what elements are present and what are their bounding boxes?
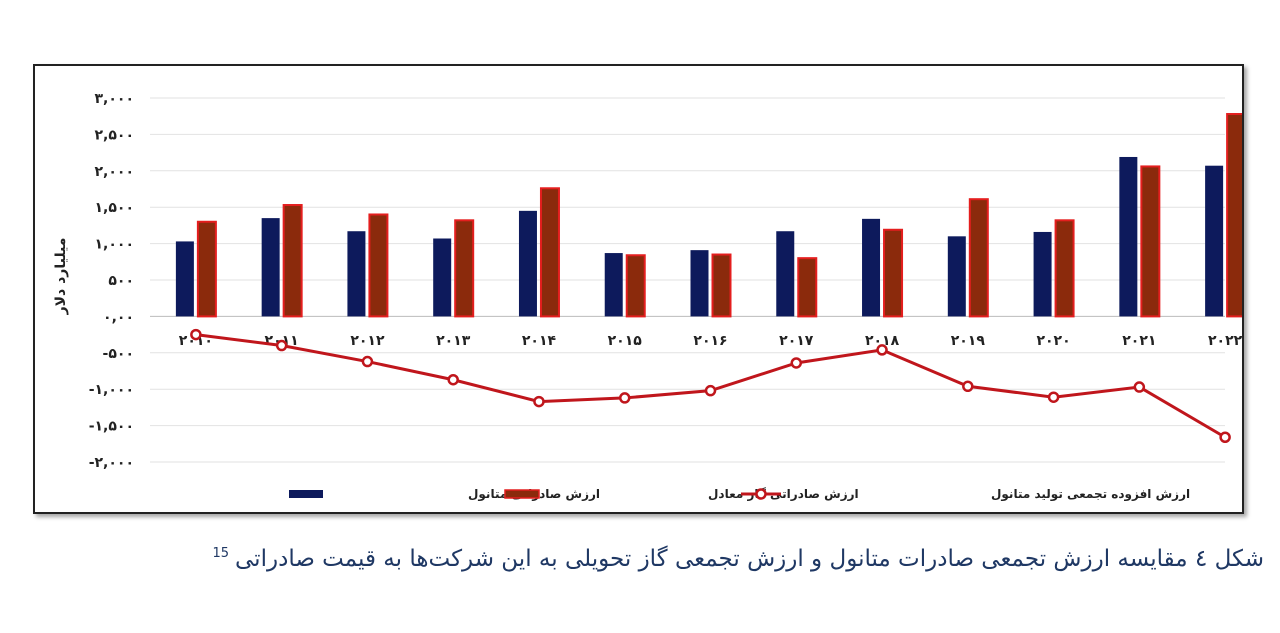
line-point bbox=[533, 395, 545, 408]
legend-marker-value-added bbox=[755, 488, 767, 500]
x-tick-label: ۲۰۱۹ bbox=[951, 333, 986, 349]
bars bbox=[175, 113, 1242, 318]
y-axis-ticks: ۳,۰۰۰ ۲,۵۰۰ ۲,۰۰۰ ۱,۵۰۰ ۱,۰۰۰ ۵۰۰ ۰,۰۰ -۵۰۰ -۱,۰… bbox=[89, 91, 134, 471]
legend-item-value-added: ارزش افزوده تجمعی تولید متانول bbox=[741, 487, 1190, 502]
x-tick-label: ۲۰۱۵ bbox=[608, 333, 643, 349]
x-tick-label: ۲۰۲۰ bbox=[1036, 333, 1070, 349]
line-point bbox=[275, 339, 288, 352]
bar-gas-equivalent bbox=[883, 228, 904, 318]
caption-footnote: 15 bbox=[212, 546, 230, 562]
bar-methanol-export bbox=[604, 253, 623, 317]
bar-gas-equivalent bbox=[454, 219, 475, 318]
bar-gas-equivalent bbox=[968, 198, 989, 318]
bar-methanol-export bbox=[776, 231, 795, 317]
bar-gas-equivalent bbox=[797, 257, 818, 318]
grid-lines bbox=[150, 97, 1225, 463]
bar-gas-equivalent bbox=[1226, 113, 1242, 318]
bar-methanol-export bbox=[690, 250, 709, 317]
bar-gas-equivalent bbox=[1054, 219, 1075, 318]
y-tick-label: ۳,۰۰۰ bbox=[95, 91, 135, 107]
y-tick-label: ۲,۵۰۰ bbox=[95, 127, 135, 143]
bar-methanol-export bbox=[862, 218, 881, 317]
line-point bbox=[1047, 391, 1060, 403]
line-point bbox=[190, 328, 202, 341]
legend-swatch-methanol-export bbox=[289, 490, 323, 498]
bar-methanol-export bbox=[175, 241, 194, 317]
bar-gas-equivalent bbox=[1140, 165, 1161, 318]
x-tick-label: ۲۰۱۳ bbox=[436, 333, 471, 349]
legend-label-gas-equivalent: ارزش صادراتی گاز معادل bbox=[708, 487, 859, 501]
legend-swatch-gas-equivalent bbox=[504, 489, 540, 499]
legend-label-value-added: ارزش افزوده تجمعی تولید متانول bbox=[991, 487, 1190, 502]
x-tick-label: ۲۰۲۱ bbox=[1122, 333, 1156, 349]
line-series bbox=[190, 328, 1231, 443]
bar-methanol-export bbox=[1033, 231, 1052, 317]
bar-gas-equivalent bbox=[711, 253, 732, 318]
y-tick-label: -۱,۰۰۰ bbox=[89, 382, 134, 398]
line-point bbox=[618, 392, 631, 404]
bar-gas-equivalent bbox=[368, 213, 389, 318]
chart-svg: ۳,۰۰۰ ۲,۵۰۰ ۲,۰۰۰ ۱,۵۰۰ ۱,۰۰۰ ۵۰۰ ۰,۰۰ -۵۰۰ -۱,۰… bbox=[53, 91, 1242, 502]
bar-gas-equivalent bbox=[282, 204, 303, 318]
caption-text: شکل ٤ مقایسه ارزش تجمعی صادرات متانول و … bbox=[235, 546, 1264, 572]
x-tick-label: ۲۰۲۲ bbox=[1208, 333, 1242, 349]
bar-methanol-export bbox=[518, 210, 537, 317]
y-tick-label: ۲,۰۰۰ bbox=[95, 164, 135, 180]
bar-methanol-export bbox=[947, 236, 966, 317]
line-point bbox=[790, 357, 803, 369]
x-tick-label: ۲۰۱۸ bbox=[865, 333, 900, 349]
y-tick-label: -۵۰۰ bbox=[103, 346, 134, 362]
x-tick-label: ۲۰۱۷ bbox=[779, 333, 814, 349]
y-tick-label: ۱,۵۰۰ bbox=[95, 200, 135, 216]
y-tick-label: ۰,۰۰ bbox=[103, 309, 134, 325]
line-point bbox=[704, 384, 717, 397]
bar-methanol-export bbox=[1119, 156, 1138, 317]
y-tick-label: -۲,۰۰۰ bbox=[89, 455, 134, 471]
line-point bbox=[962, 380, 974, 393]
bar-gas-equivalent bbox=[196, 220, 217, 318]
x-tick-label: ۲۰۱۲ bbox=[350, 333, 385, 349]
line-point bbox=[1219, 431, 1231, 443]
bar-methanol-export bbox=[261, 218, 280, 317]
legend-item-methanol-export: ارزش صادراتی متانول bbox=[289, 487, 600, 502]
x-tick-label: ۲۰۱۴ bbox=[522, 333, 557, 349]
x-tick-label: ۲۰۱۶ bbox=[693, 333, 727, 349]
y-tick-label: ۵۰۰ bbox=[108, 273, 134, 289]
bar-methanol-export bbox=[433, 238, 452, 317]
x-axis-ticks: ۲۰۱۰۲۰۱۱۲۰۱۲۲۰۱۳۲۰۱۴۲۰۱۵۲۰۱۶۲۰۱۷۲۰۱۸۲۰۱۹… bbox=[179, 333, 1242, 349]
line-point bbox=[361, 355, 374, 368]
bar-methanol-export bbox=[347, 231, 366, 317]
line-point bbox=[1133, 381, 1146, 393]
y-tick-label: ۱,۰۰۰ bbox=[95, 237, 135, 253]
bar-methanol-export bbox=[1205, 165, 1224, 317]
legend-item-gas-equivalent: ارزش صادراتی گاز معادل bbox=[504, 487, 859, 501]
y-axis-label: میلیارد دلار bbox=[53, 238, 69, 316]
bar-gas-equivalent bbox=[625, 254, 646, 318]
figure-caption: شکل ٤ مقایسه ارزش تجمعی صادرات متانول و … bbox=[212, 546, 1264, 572]
y-tick-label: -۱,۵۰۰ bbox=[89, 419, 134, 435]
line-point bbox=[876, 344, 888, 356]
line-point bbox=[447, 373, 459, 386]
legend: ارزش صادراتی متانول ارزش صادراتی گاز معاد… bbox=[289, 487, 1190, 502]
bar-gas-equivalent bbox=[539, 187, 560, 318]
chart-frame: ۳,۰۰۰ ۲,۵۰۰ ۲,۰۰۰ ۱,۵۰۰ ۱,۰۰۰ ۵۰۰ ۰,۰۰ -۵۰۰ -۱,۰… bbox=[33, 64, 1244, 514]
